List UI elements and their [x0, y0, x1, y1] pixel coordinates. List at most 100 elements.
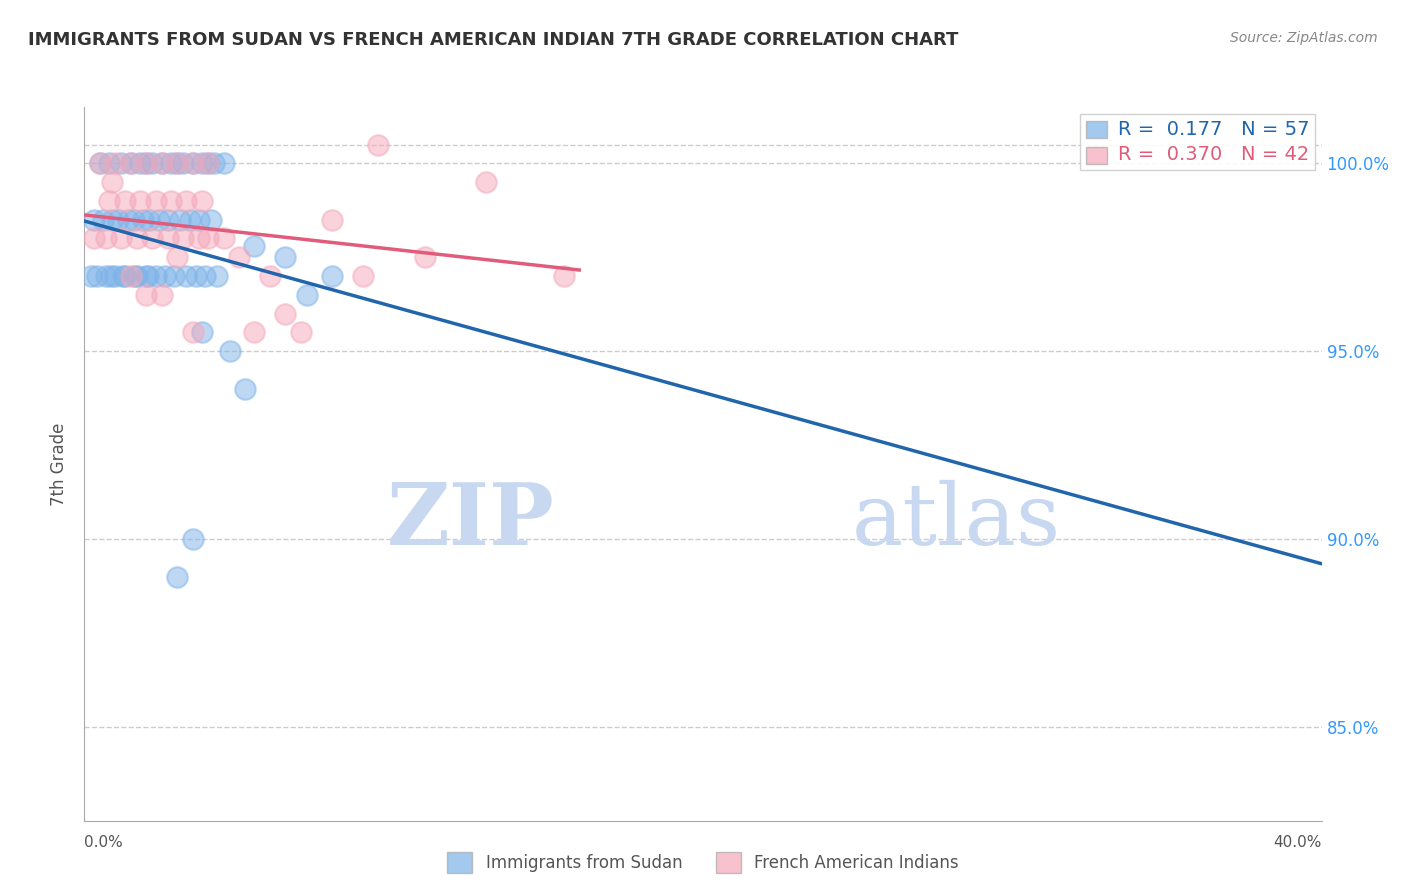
Point — [212, 231, 235, 245]
Point — [98, 194, 121, 208]
Point — [194, 268, 217, 283]
Point — [125, 268, 148, 283]
Point — [89, 156, 111, 170]
Point — [176, 194, 198, 208]
Point — [321, 268, 343, 283]
Point — [218, 344, 240, 359]
Point — [181, 156, 204, 170]
Point — [172, 231, 194, 245]
Point — [156, 231, 179, 245]
Point — [132, 212, 155, 227]
Point — [83, 231, 105, 245]
Point — [172, 156, 194, 170]
Point — [120, 156, 142, 170]
Point — [156, 212, 179, 227]
Point — [135, 156, 157, 170]
Point — [181, 156, 204, 170]
Point — [150, 288, 173, 302]
Point — [145, 194, 167, 208]
Point — [89, 156, 111, 170]
Text: Source: ZipAtlas.com: Source: ZipAtlas.com — [1230, 31, 1378, 45]
Point — [200, 212, 222, 227]
Point — [100, 268, 122, 283]
Point — [110, 156, 132, 170]
Point — [169, 212, 191, 227]
Point — [138, 212, 160, 227]
Point — [135, 288, 157, 302]
Point — [104, 268, 127, 283]
Point — [141, 231, 163, 245]
Text: atlas: atlas — [852, 479, 1060, 563]
Point — [86, 268, 108, 283]
Point — [136, 268, 159, 283]
Point — [176, 268, 198, 283]
Point — [367, 137, 389, 152]
Point — [228, 250, 250, 264]
Point — [135, 156, 157, 170]
Point — [197, 156, 219, 170]
Point — [166, 156, 188, 170]
Point — [212, 156, 235, 170]
Point — [321, 212, 343, 227]
Point — [94, 231, 117, 245]
Point — [91, 212, 114, 227]
Point — [295, 288, 318, 302]
Point — [129, 194, 152, 208]
Point — [413, 250, 436, 264]
Point — [114, 268, 136, 283]
Point — [166, 156, 188, 170]
Point — [117, 212, 139, 227]
Point — [120, 268, 142, 283]
Point — [150, 156, 173, 170]
Point — [187, 212, 209, 227]
Point — [160, 156, 183, 170]
Point — [120, 156, 142, 170]
Point — [290, 326, 312, 340]
Point — [135, 268, 157, 283]
Point — [166, 569, 188, 583]
Point — [233, 382, 256, 396]
Point — [145, 268, 167, 283]
Point — [202, 156, 225, 170]
Point — [150, 156, 173, 170]
Point — [122, 212, 145, 227]
Point — [181, 532, 204, 546]
Point — [114, 194, 136, 208]
Point — [148, 212, 170, 227]
Point — [191, 156, 214, 170]
Point — [179, 212, 201, 227]
Point — [207, 268, 229, 283]
Point — [160, 194, 183, 208]
Point — [352, 268, 374, 283]
Point — [181, 326, 204, 340]
Point — [553, 268, 575, 283]
Legend: Immigrants from Sudan, French American Indians: Immigrants from Sudan, French American I… — [440, 846, 966, 880]
Point — [166, 250, 188, 264]
Point — [153, 268, 176, 283]
Point — [101, 175, 124, 189]
Point — [107, 212, 129, 227]
Point — [101, 212, 124, 227]
Point — [259, 268, 281, 283]
Point — [274, 307, 297, 321]
Point — [129, 156, 152, 170]
Point — [184, 268, 207, 283]
Point — [83, 212, 105, 227]
Point — [98, 156, 121, 170]
Point — [94, 268, 117, 283]
Point — [274, 250, 297, 264]
Point — [79, 268, 101, 283]
Point — [141, 156, 163, 170]
Point — [104, 156, 127, 170]
Legend: R =  0.177   N = 57, R =  0.370   N = 42: R = 0.177 N = 57, R = 0.370 N = 42 — [1080, 114, 1315, 170]
Point — [197, 231, 219, 245]
Y-axis label: 7th Grade: 7th Grade — [51, 422, 69, 506]
Point — [475, 175, 498, 189]
Point — [110, 231, 132, 245]
Point — [124, 268, 146, 283]
Point — [191, 194, 214, 208]
Text: IMMIGRANTS FROM SUDAN VS FRENCH AMERICAN INDIAN 7TH GRADE CORRELATION CHART: IMMIGRANTS FROM SUDAN VS FRENCH AMERICAN… — [28, 31, 959, 49]
Point — [112, 268, 135, 283]
Point — [197, 156, 219, 170]
Point — [187, 231, 209, 245]
